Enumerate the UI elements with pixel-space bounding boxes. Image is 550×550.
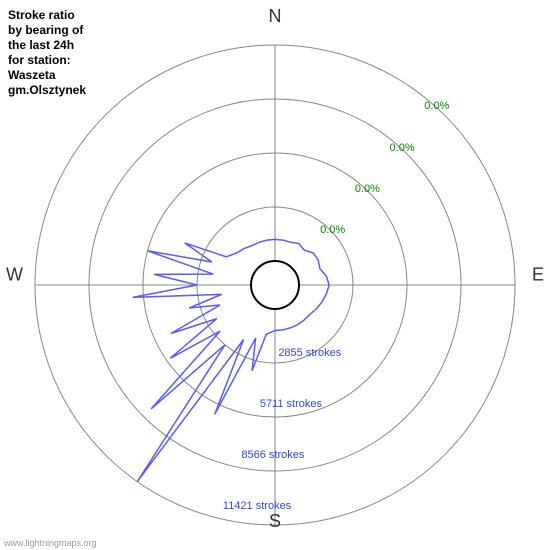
compass-label-e: E [532, 265, 544, 286]
ring-pct-label: 0.0% [424, 100, 449, 112]
chart-title: Stroke ratio by bearing of the last 24h … [8, 8, 86, 98]
ring-pct-label: 0.0% [390, 142, 415, 154]
footer-attribution: www.lightningmaps.org [4, 538, 97, 548]
compass-label-n: N [269, 6, 282, 27]
ring-strokes-label: 5711 strokes [260, 398, 322, 410]
ring-pct-label: 0.0% [320, 224, 345, 236]
ring-strokes-label: 8566 strokes [241, 449, 304, 461]
compass-label-s: S [269, 511, 281, 532]
ring-pct-label: 0.0% [355, 183, 380, 195]
ring-strokes-label: 11421 strokes [223, 500, 291, 512]
compass-label-w: W [6, 265, 23, 286]
ring-strokes-label: 2855 strokes [278, 347, 341, 359]
